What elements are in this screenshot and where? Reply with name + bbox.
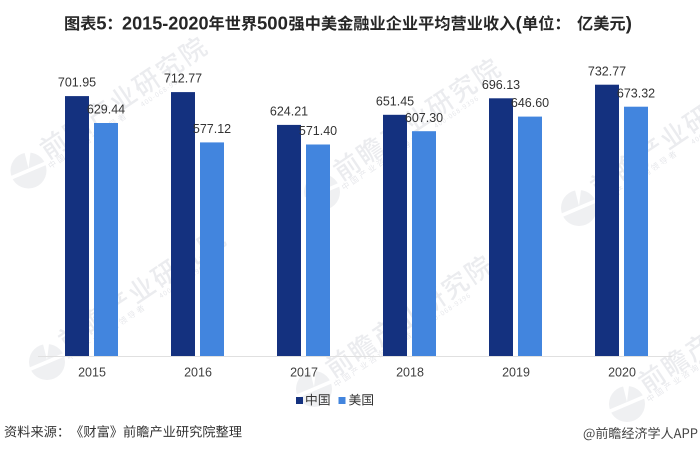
svg-text:2015-2020: 2015-2020 [122,13,209,33]
svg-text:2015: 2015 [78,366,106,380]
svg-text:): ) [626,12,632,33]
svg-text:577.12: 577.12 [193,122,231,136]
svg-text:5: 5 [96,12,106,33]
svg-text:629.44: 629.44 [87,103,125,117]
svg-text:701.95: 701.95 [58,76,96,90]
svg-text:696.13: 696.13 [482,78,520,92]
svg-text:2018: 2018 [396,366,424,380]
svg-text:2017: 2017 [290,366,318,380]
svg-text:2020: 2020 [608,366,636,380]
svg-text:732.77: 732.77 [588,64,626,78]
svg-text:500: 500 [257,12,288,33]
svg-text:651.45: 651.45 [376,94,414,108]
svg-text:607.30: 607.30 [405,111,443,125]
svg-text:646.60: 646.60 [511,96,549,110]
svg-text:2019: 2019 [502,366,530,380]
svg-text:2016: 2016 [184,366,212,380]
svg-text:673.32: 673.32 [617,86,655,100]
svg-text:712.77: 712.77 [164,72,202,86]
svg-text:(: ( [516,12,523,33]
svg-text:624.21: 624.21 [270,105,308,119]
svg-text:571.40: 571.40 [299,124,337,138]
